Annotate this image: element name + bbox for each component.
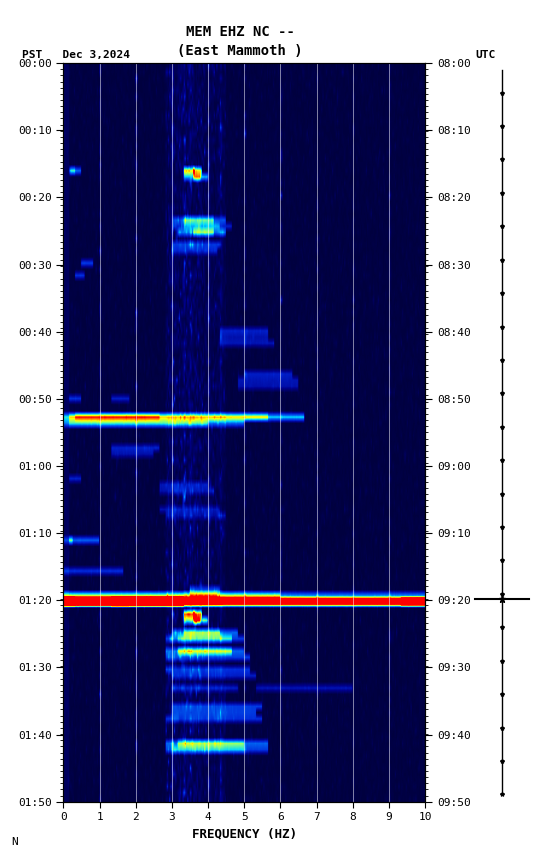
- X-axis label: FREQUENCY (HZ): FREQUENCY (HZ): [192, 828, 297, 841]
- Text: MEM EHZ NC --: MEM EHZ NC --: [185, 25, 295, 39]
- Text: N: N: [11, 837, 18, 847]
- Text: (East Mammoth ): (East Mammoth ): [177, 44, 303, 58]
- Text: PST   Dec 3,2024: PST Dec 3,2024: [22, 50, 130, 60]
- Text: UTC: UTC: [476, 50, 496, 60]
